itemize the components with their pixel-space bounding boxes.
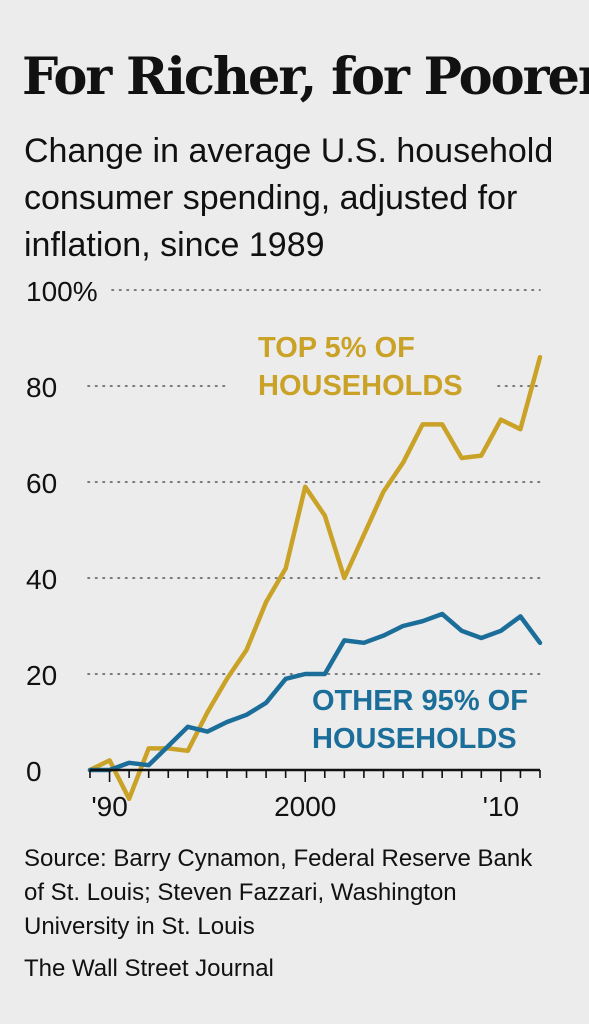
y-tick-label: 20 [26,660,57,691]
series-label-top5: TOP 5% OF HOUSEHOLDS [258,332,463,402]
chart-subtitle: Change in average U.S. household consume… [24,132,554,264]
x-tick-label: '10 [483,791,520,822]
y-tick-label: 0 [26,756,42,787]
x-tick-label: 2000 [274,791,336,822]
y-tick-label: 40 [26,564,57,595]
y-tick-label: 60 [26,468,57,499]
series-label-other95-line1: OTHER 95% OF [312,685,528,717]
series-label-top5-line2: HOUSEHOLDS [258,370,463,402]
source-note: Source: Barry Cynamon, Federal Reserve B… [24,845,533,940]
series-label-other95: OTHER 95% OF HOUSEHOLDS [312,685,536,755]
y-tick-label: 100% [26,276,98,307]
series-line-other95 [87,611,543,773]
chart-title: For Richer, for Poorer [22,47,589,107]
publisher-credit: The Wall Street Journal [24,955,274,982]
line-chart: 0 20 40 60 80 100% '90 2000 '10 TOP 5% OF HOUSEH… [26,276,543,822]
series-label-top5-line1: TOP 5% OF [258,332,415,364]
series-label-other95-line2: HOUSEHOLDS [312,723,517,755]
y-tick-label: 80 [26,372,57,403]
x-tick-label: '90 [91,791,128,822]
